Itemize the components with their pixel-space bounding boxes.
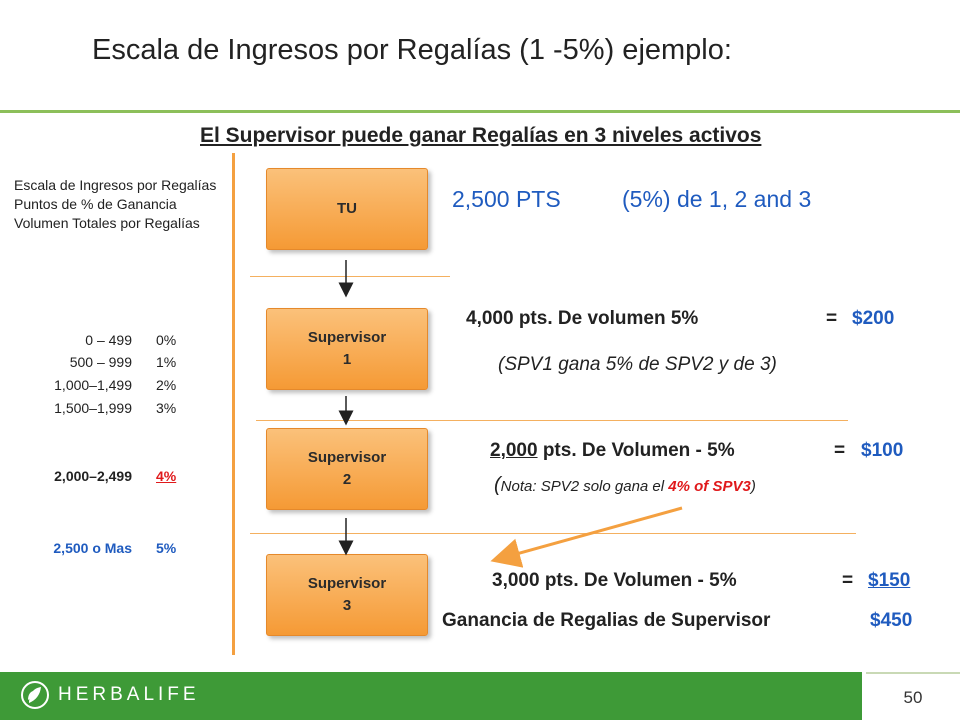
tier-range: 1,500–1,999 (54, 400, 132, 416)
title-divider (0, 110, 960, 113)
level-box-label: Supervisor (307, 329, 387, 346)
level-box-supervisor-1: Supervisor 1 (266, 308, 428, 390)
spv1-equals: = (826, 308, 838, 329)
tu-points: 2,500 PTS (452, 186, 561, 212)
level-separator (256, 420, 848, 421)
spv2-note: (Nota: SPV2 solo gana el 4% of SPV3) (494, 474, 756, 497)
note-open-paren: ( (494, 474, 501, 496)
level-box-supervisor-2: Supervisor 2 (266, 428, 428, 510)
level-box-label: TU (337, 200, 357, 217)
tier-percent: 5% (156, 540, 177, 556)
spv2-amount: $100 (861, 440, 904, 461)
spv3-equals: = (842, 570, 854, 591)
spv2-equals: = (834, 440, 846, 461)
note-pointer-arrow-icon (490, 506, 683, 568)
page-number: 50 (866, 672, 960, 722)
spv3-volume: 3,000 pts. De Volumen - 5% (492, 570, 737, 591)
total-label: Ganancia de Regalias de Supervisor (442, 610, 771, 631)
level-box-tu: TU (266, 168, 428, 250)
vertical-divider (232, 153, 235, 655)
brand-name: HERBALIFE (58, 684, 200, 705)
spv2-volume-rest: pts. De Volumen - 5% (537, 440, 735, 461)
tier-range: 1,000–1,499 (54, 377, 132, 393)
tier-range: 500 – 999 (69, 354, 132, 370)
brand-logo: HERBALIFE (20, 680, 200, 710)
total-amount: $450 (870, 610, 913, 631)
leaf-logo-icon (21, 681, 49, 709)
note-highlight: 4% of SPV3 (668, 478, 751, 495)
level-box-supervisor-3: Supervisor 3 (266, 554, 428, 636)
level-box-number: 1 (342, 351, 352, 368)
level-box-number: 3 (342, 597, 352, 614)
level-separator (250, 276, 450, 277)
tier-range: 2,500 o Mas (53, 540, 132, 556)
scale-description: Escala de Ingresos por Regalías Puntos d… (14, 177, 217, 231)
slide-subtitle: El Supervisor puede ganar Regalías en 3 … (200, 124, 762, 147)
tier-percent: 1% (156, 354, 177, 370)
level-box-number: 2 (342, 471, 352, 488)
tier-percent: 0% (156, 332, 177, 348)
note-close-paren: ) (750, 478, 756, 495)
tu-percent-text: (5%) de 1, 2 and 3 (622, 186, 812, 212)
tier-percent: 2% (156, 377, 177, 393)
spv1-volume: 4,000 pts. De volumen 5% (466, 308, 699, 329)
spv2-volume: 2,000 pts. De Volumen - 5% (490, 440, 735, 462)
note-text: Nota: SPV2 solo gana el (500, 478, 669, 495)
level-box-label: Supervisor (307, 575, 387, 592)
level-box-label: Supervisor (307, 449, 387, 466)
footer-bar (0, 672, 862, 720)
tier-range: 0 – 499 (85, 332, 132, 348)
spv1-note: (SPV1 gana 5% de SPV2 y de 3) (498, 354, 777, 375)
spv2-points-number: 2,000 (490, 440, 538, 461)
tier-percent: 4% (156, 468, 177, 484)
tier-range: 2,000–2,499 (54, 468, 132, 484)
spv1-amount: $200 (852, 308, 895, 329)
spv3-amount: $150 (868, 570, 911, 591)
page-title: Escala de Ingresos por Regalías (1 -5%) … (92, 34, 732, 66)
level-separator (250, 533, 856, 534)
tier-percent: 3% (156, 400, 177, 416)
